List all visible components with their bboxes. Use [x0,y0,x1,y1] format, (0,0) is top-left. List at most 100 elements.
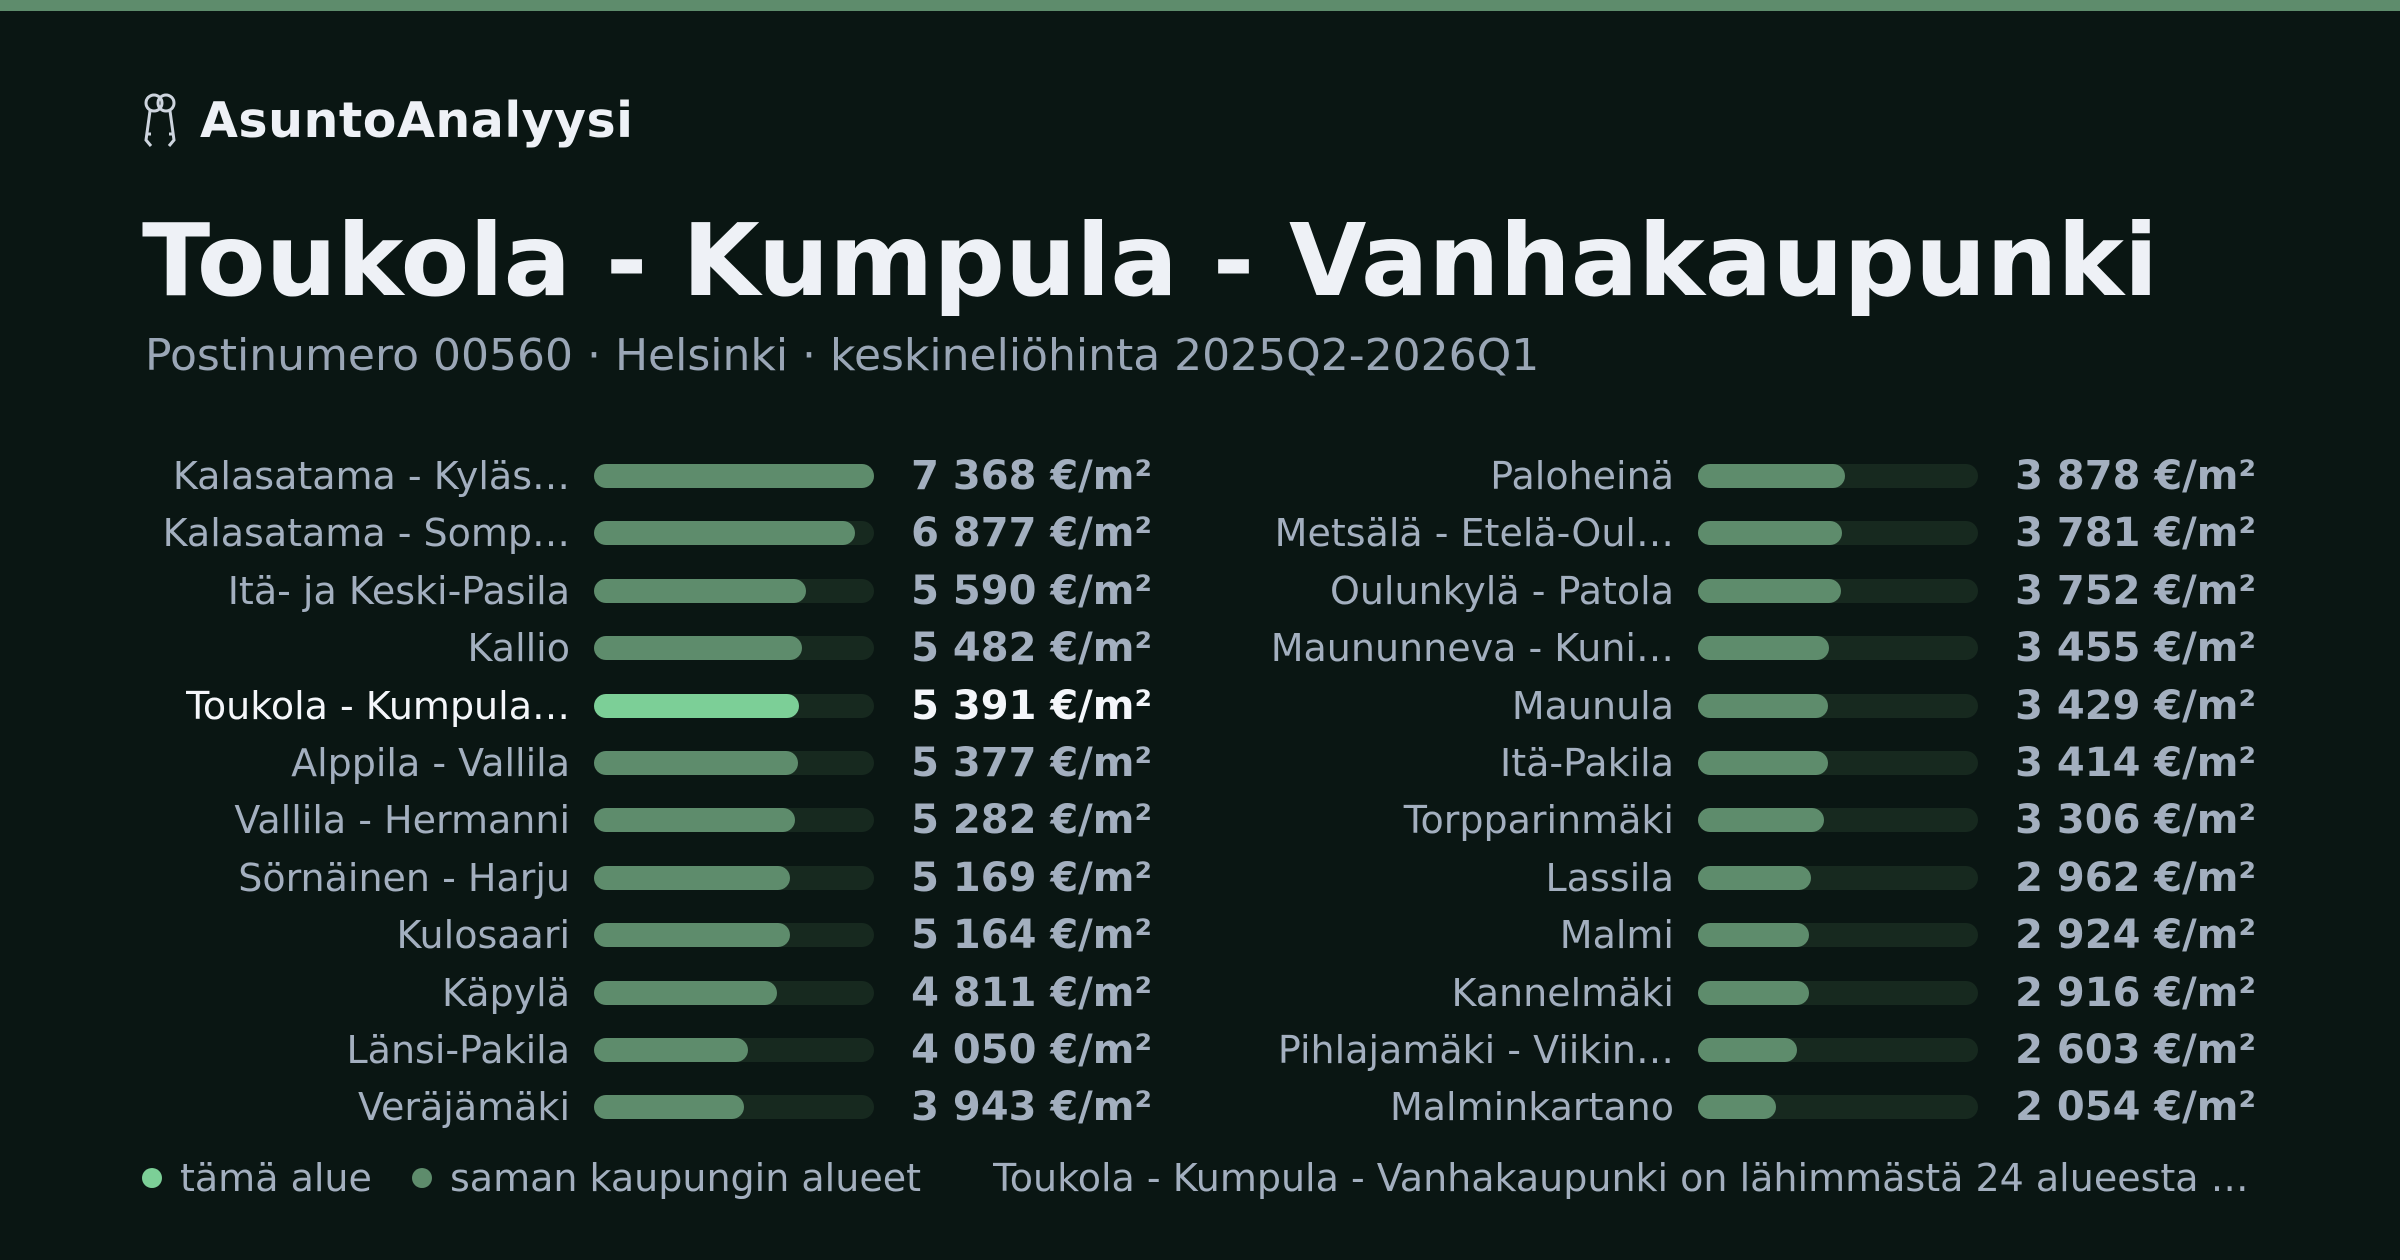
chart-row: Torpparinmäki 3 306 €/m² [1254,795,2256,845]
chart-row: Kalasatama - Somp… 6 877 €/m² [150,508,1152,558]
legend-same-city: saman kaupungin alueet [412,1150,921,1206]
bar-value-label: 5 391 €/m² [911,683,1152,729]
chart-row: Maununneva - Kuni… 3 455 €/m² [1254,623,2256,673]
bar [594,981,777,1005]
bar-value-label: 3 414 €/m² [2015,740,2256,786]
keys-icon [142,90,178,150]
chart-row: Sörnäinen - Harju 5 169 €/m² [150,853,1152,903]
bar-value-label: 3 752 €/m² [2015,568,2256,614]
chart-row: Paloheinä 3 878 €/m² [1254,451,2256,501]
bar-label: Oulunkylä - Patola [1329,569,1674,613]
footnote: Toukola - Kumpula - Vanhakaupunki on läh… [993,1156,2258,1200]
page-subtitle: Postinumero 00560 · Helsinki · keskineli… [145,330,1540,381]
bar [1698,694,1828,718]
bar-label: Sörnäinen - Harju [238,856,570,900]
bar-track [1698,464,1978,488]
bar-track [1698,521,1978,545]
bar-label: Pihlajamäki - Viikin… [1277,1028,1674,1072]
top-accent-stripe [0,0,2400,11]
bar-track [594,808,874,832]
chart-row: Itä- ja Keski-Pasila 5 590 €/m² [150,566,1152,616]
bar [1698,866,1811,890]
legend-dot-same-city [412,1168,432,1188]
bar-value-label: 3 455 €/m² [2015,625,2256,671]
bar-track [1698,579,1978,603]
bar-track [594,636,874,660]
bar-track [594,521,874,545]
bar-label: Itä-Pakila [1499,741,1674,785]
bar-value-label: 5 377 €/m² [911,740,1152,786]
bar-label: Veräjämäki [357,1085,570,1129]
bar [594,808,795,832]
bar-value-label: 5 590 €/m² [911,568,1152,614]
chart-row: Veräjämäki 3 943 €/m² [150,1082,1152,1132]
chart-row: Kulosaari 5 164 €/m² [150,910,1152,960]
bar [594,1095,744,1119]
bar-value-label: 2 603 €/m² [2015,1027,2256,1073]
bar-value-label: 2 054 €/m² [2015,1084,2256,1130]
bar-track [594,694,874,718]
chart-row: Pihlajamäki - Viikin… 2 603 €/m² [1254,1025,2256,1075]
bar [1698,579,1841,603]
bar-value-label: 2 916 €/m² [2015,970,2256,1016]
bar [1698,923,1809,947]
bar-label: Kalasatama - Somp… [162,511,570,555]
chart-row: Lassila 2 962 €/m² [1254,853,2256,903]
bar [1698,981,1809,1005]
chart-row: Maunula 3 429 €/m² [1254,681,2256,731]
bar [594,464,874,488]
bar [594,636,802,660]
bar-label: Lassila [1545,856,1674,900]
bar-value-label: 4 050 €/m² [911,1027,1152,1073]
bar-track [1698,694,1978,718]
bar-track [1698,923,1978,947]
bar [1698,636,1829,660]
bar-track [1698,636,1978,660]
legend-label-same-city: saman kaupungin alueet [450,1156,921,1200]
page-title: Toukola - Kumpula - Vanhakaupunki [142,202,2159,319]
bar-track [1698,866,1978,890]
bar-value-label: 5 164 €/m² [911,912,1152,958]
bar-label: Torpparinmäki [1403,798,1674,842]
bar [594,521,855,545]
bar-label: Kulosaari [396,913,570,957]
bar [1698,808,1824,832]
chart-row: Kalasatama - Kyläs… 7 368 €/m² [150,451,1152,501]
bar-track [594,1095,874,1119]
chart-row: Kannelmäki 2 916 €/m² [1254,968,2256,1018]
bar-track [594,923,874,947]
bar-track [594,751,874,775]
bar [594,866,790,890]
bar [594,694,799,718]
bar-label: Kallio [467,626,570,670]
bar-track [1698,751,1978,775]
bar-label: Malminkartano [1389,1085,1674,1129]
chart-row: Oulunkylä - Patola 3 752 €/m² [1254,566,2256,616]
bar-label: Paloheinä [1490,454,1674,498]
chart-row: Metsälä - Etelä-Oul… 3 781 €/m² [1254,508,2256,558]
bar-track [1698,981,1978,1005]
bar-value-label: 5 282 €/m² [911,797,1152,843]
bar-value-label: 2 924 €/m² [2015,912,2256,958]
bar-label: Vallila - Hermanni [234,798,570,842]
legend-label-this-area: tämä alue [180,1156,372,1200]
chart-row: Länsi-Pakila 4 050 €/m² [150,1025,1152,1075]
bar-track [594,464,874,488]
bar-value-label: 6 877 €/m² [911,510,1152,556]
bar [1698,521,1842,545]
bar-label: Itä- ja Keski-Pasila [227,569,570,613]
bar-label: Malmi [1559,913,1674,957]
bar-label: Maununneva - Kuni… [1270,626,1674,670]
bar-label: Alppila - Vallila [291,741,570,785]
chart-row: Käpylä 4 811 €/m² [150,968,1152,1018]
bar-value-label: 7 368 €/m² [911,453,1152,499]
bar [594,1038,748,1062]
bar-value-label: 5 482 €/m² [911,625,1152,671]
bar-track [594,981,874,1005]
chart-row: Kallio 5 482 €/m² [150,623,1152,673]
bar-track [1698,1095,1978,1119]
brand-name: AsuntoAnalyysi [200,91,634,149]
chart-row: Vallila - Hermanni 5 282 €/m² [150,795,1152,845]
bar-label: Kalasatama - Kyläs… [172,454,570,498]
bar-value-label: 5 169 €/m² [911,855,1152,901]
